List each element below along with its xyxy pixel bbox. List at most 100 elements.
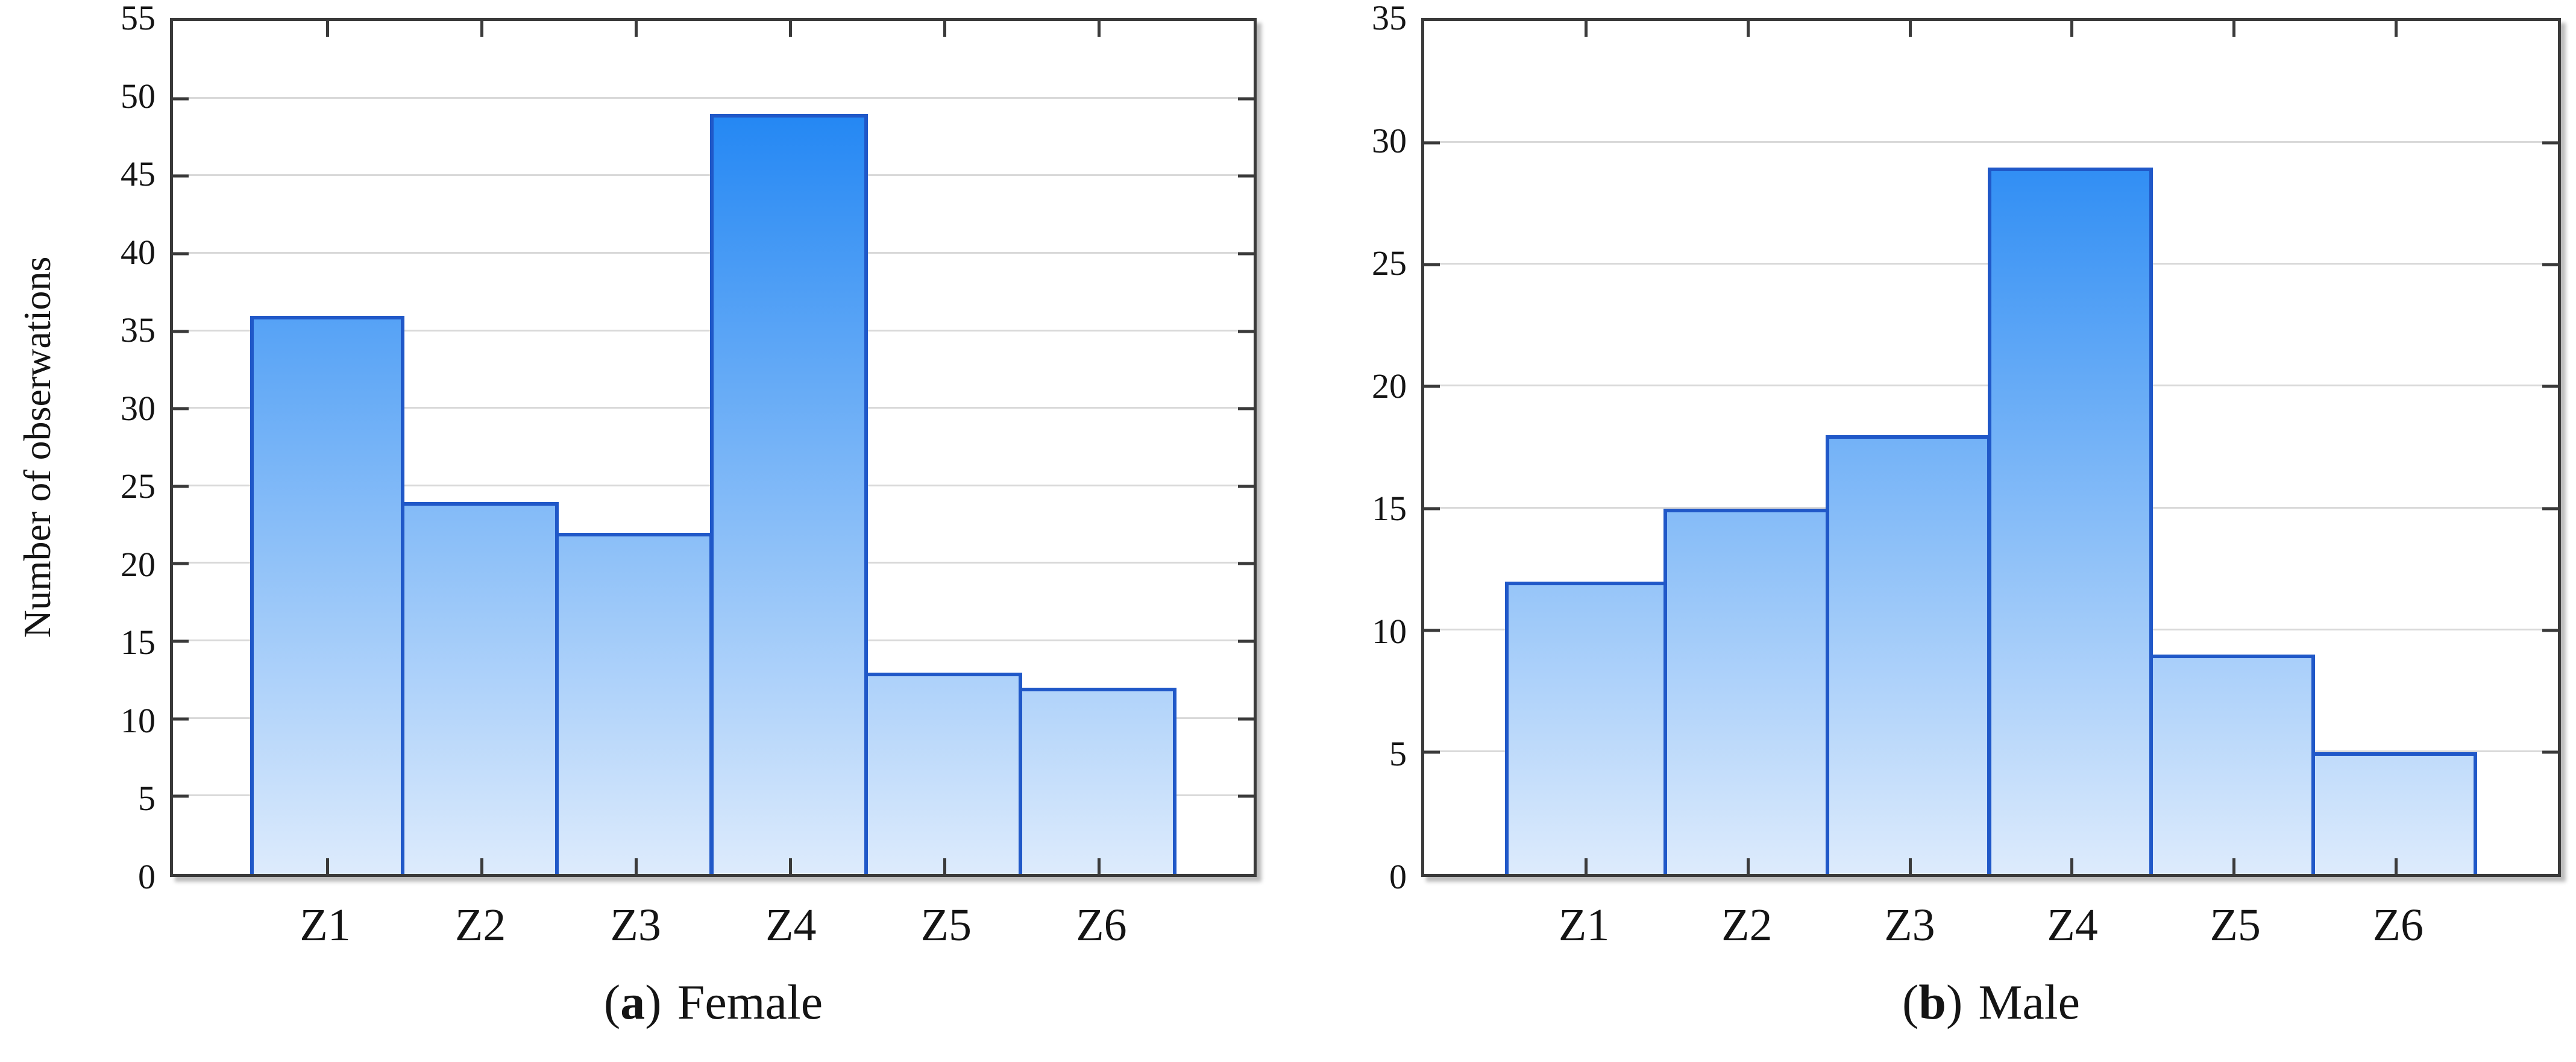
y-axis-tick [1238, 407, 1254, 410]
bar-Z5 [864, 672, 1022, 874]
caption-letter: b [1918, 975, 1946, 1029]
bar-Z4 [1987, 167, 2153, 874]
x-tick-label: Z4 [2047, 900, 2098, 950]
y-axis-tick [1424, 750, 1440, 754]
x-axis-tick [634, 21, 638, 37]
bar-Z2 [1663, 508, 1829, 874]
y-axis-title: Number of obserwations [16, 256, 58, 638]
y-axis-tick [1424, 263, 1440, 266]
y-tick-label: 20 [1372, 366, 1407, 406]
x-axis-tick [1585, 21, 1588, 37]
bar-Z3 [1825, 435, 1991, 874]
bar-Z2 [401, 501, 559, 874]
y-axis-tick [1238, 794, 1254, 798]
y-tick-label: 10 [1372, 611, 1407, 651]
y-axis-tick [173, 330, 189, 333]
y-axis-tick [1238, 174, 1254, 178]
caption-close-paren: ) [1946, 975, 1963, 1029]
x-tick-label: Z2 [1721, 900, 1773, 950]
bar-Z5 [2149, 655, 2315, 874]
y-axis-tick [1238, 97, 1254, 101]
x-axis-tick [480, 21, 483, 37]
y-tick-label: 5 [1389, 734, 1407, 774]
x-tick-label: Z3 [1884, 900, 1935, 950]
x-tick-label: Z2 [454, 900, 506, 950]
y-axis-tick [173, 485, 189, 488]
y-axis-tick [173, 562, 189, 565]
y-tick-label: 10 [121, 700, 156, 740]
y-axis-tick-labels-female: 0 5 10 15 20 25 30 35 40 45 50 55 [68, 1, 156, 894]
y-tick-label: 25 [121, 467, 156, 506]
bar-Z6 [1018, 688, 1176, 874]
y-axis-tick [2542, 507, 2558, 511]
x-axis-tick-labels-male: Z1 Z2 Z3 Z4 Z5 Z6 [1421, 902, 2561, 969]
x-axis-tick [943, 21, 947, 37]
caption-label: Male [1978, 975, 2080, 1029]
y-tick-label: 20 [121, 544, 156, 584]
caption-label: Female [677, 975, 823, 1029]
x-axis-tick [325, 21, 329, 37]
x-tick-label: Z4 [765, 900, 817, 950]
caption-open-paren: ( [603, 975, 621, 1029]
x-axis-tick [480, 858, 483, 874]
y-tick-label: 30 [1372, 121, 1407, 160]
x-axis-tick [1098, 21, 1101, 37]
y-axis-tick [1424, 507, 1440, 511]
bar-Z4 [709, 114, 868, 874]
x-tick-label: Z5 [2210, 900, 2261, 950]
x-axis-tick [2394, 858, 2398, 874]
y-axis-tick [173, 794, 189, 798]
y-tick-label: 45 [121, 154, 156, 194]
x-axis-tick [1098, 858, 1101, 874]
y-axis-tick [173, 407, 189, 410]
x-axis-tick [789, 858, 793, 874]
caption-letter: a [620, 975, 646, 1029]
x-axis-tick [2232, 21, 2236, 37]
y-tick-label: 5 [138, 779, 156, 818]
caption-open-paren: ( [1902, 975, 1919, 1029]
y-axis-tick [1424, 141, 1440, 145]
x-tick-label: Z1 [1558, 900, 1610, 950]
x-axis-tick [1908, 858, 1912, 874]
x-axis-tick [1746, 21, 1750, 37]
x-axis-tick [1585, 858, 1588, 874]
x-tick-label: Z6 [1076, 900, 1127, 950]
y-axis-tick [173, 97, 189, 101]
x-axis-tick [325, 858, 329, 874]
y-tick-label: 40 [121, 232, 156, 272]
bar-Z1 [250, 315, 405, 874]
caption-female: (a) Female [170, 978, 1257, 1027]
y-axis-tick [1238, 252, 1254, 256]
x-axis-tick [789, 21, 793, 37]
x-axis-tick [634, 858, 638, 874]
y-tick-label: 35 [121, 310, 156, 350]
x-tick-label: Z6 [2372, 900, 2424, 950]
y-tick-label: 35 [1372, 0, 1407, 37]
y-axis-tick [1238, 639, 1254, 643]
y-axis-tick [1238, 330, 1254, 333]
y-axis-tick [1238, 717, 1254, 721]
y-axis-tick [2542, 263, 2558, 266]
x-tick-label: Z1 [300, 900, 351, 950]
caption-male: (b) Male [1421, 978, 2561, 1027]
x-axis-tick [2070, 858, 2074, 874]
y-axis-tick [2542, 141, 2558, 145]
y-tick-label: 30 [121, 388, 156, 428]
x-axis-tick [2070, 21, 2074, 37]
plot-area-male [1421, 18, 2561, 877]
y-tick-label: 15 [121, 623, 156, 662]
y-axis-tick [1424, 629, 1440, 632]
y-axis-tick [173, 252, 189, 256]
y-tick-label: 55 [121, 0, 156, 37]
gridline [173, 96, 1254, 99]
y-axis-tick [2542, 750, 2558, 754]
y-axis-tick [173, 174, 189, 178]
x-tick-label: Z5 [920, 900, 972, 950]
y-axis-tick-labels-male: 0 5 10 15 20 25 30 35 [1322, 1, 1407, 894]
caption-close-paren: ) [645, 975, 662, 1029]
gridline [1424, 141, 2558, 143]
x-axis-tick-labels-female: Z1 Z2 Z3 Z4 Z5 Z6 [170, 902, 1257, 969]
y-axis-tick [1238, 485, 1254, 488]
x-axis-tick [1908, 21, 1912, 37]
y-tick-label: 25 [1372, 244, 1407, 283]
